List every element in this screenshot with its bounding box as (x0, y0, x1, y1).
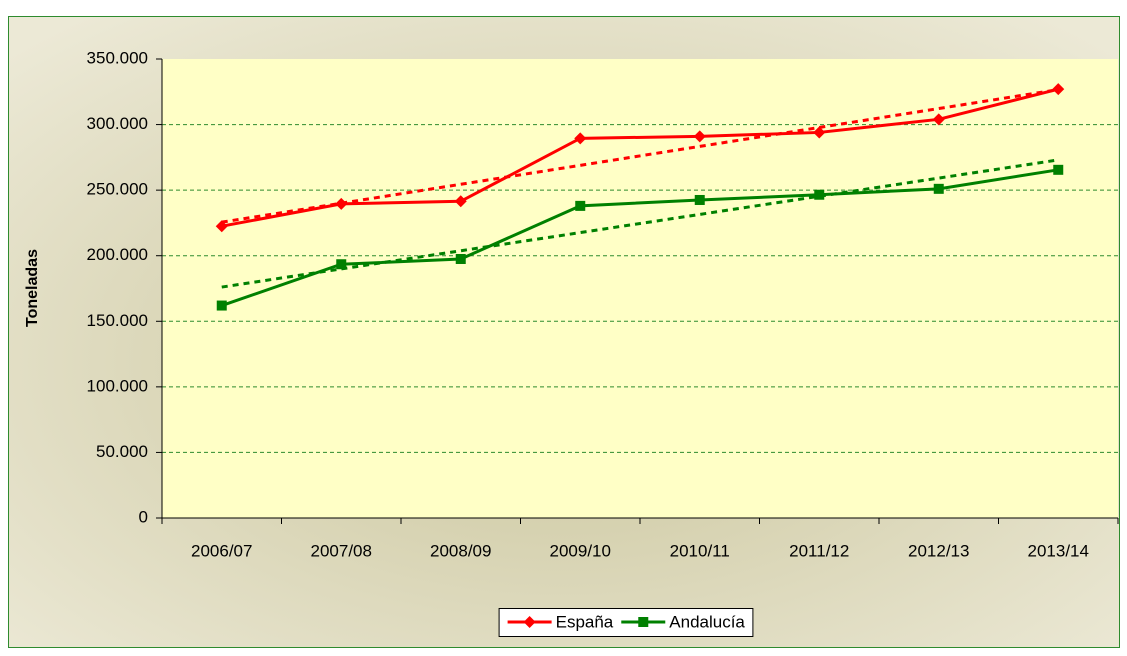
marker (814, 189, 825, 200)
series-line (221, 168, 1059, 307)
marker (1052, 83, 1065, 96)
trend-line (221, 88, 1059, 224)
marker (693, 130, 706, 143)
marker (216, 300, 227, 311)
x-tick-label: 2007/08 (311, 541, 372, 560)
marker (454, 195, 467, 208)
marker (335, 197, 348, 210)
x-tick-label: 2013/14 (1028, 541, 1089, 560)
marker (638, 617, 649, 627)
legend: España Andalucía (498, 608, 754, 637)
x-tick-label: 2012/13 (908, 541, 969, 560)
y-tick-label: 0 (139, 507, 148, 526)
x-tick-label: 2009/10 (550, 541, 611, 560)
trend-line (221, 158, 1059, 289)
y-axis-label: Toneladas (24, 249, 41, 327)
y-tick-label: 250.000 (87, 180, 148, 199)
marker (574, 132, 587, 145)
marker (215, 220, 228, 233)
y-tick-label: 150.000 (87, 311, 148, 330)
marker (1053, 164, 1064, 175)
marker (523, 616, 536, 628)
marker (694, 194, 705, 205)
plot-area (162, 59, 1118, 518)
x-tick-label: 2011/12 (789, 541, 849, 560)
y-tick-label: 350.000 (87, 48, 148, 67)
legend-label: España (556, 612, 614, 631)
x-tick-label: 2008/09 (430, 541, 491, 560)
marker (575, 200, 586, 211)
marker (455, 253, 466, 264)
marker (813, 126, 826, 139)
marker (932, 113, 945, 126)
x-tick-label: 2006/07 (191, 541, 252, 560)
y-tick-label: 50.000 (96, 442, 148, 461)
y-tick-label: 200.000 (87, 245, 148, 264)
marker (933, 183, 944, 194)
marker (336, 259, 347, 270)
y-tick-label: 300.000 (87, 114, 148, 133)
y-tick-label: 100.000 (87, 376, 148, 395)
x-tick-label: 2010/11 (670, 541, 730, 560)
legend-label: Andalucía (669, 612, 745, 631)
series-line (221, 87, 1059, 228)
